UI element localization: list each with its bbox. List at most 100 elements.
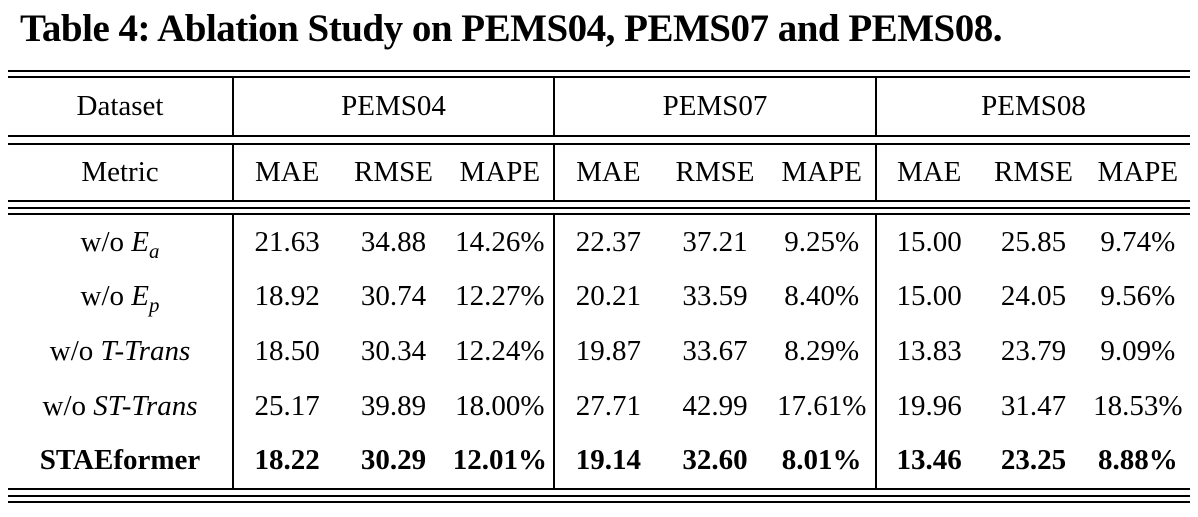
row-label-subscript: p xyxy=(149,293,160,318)
row-label-term: ST-Trans xyxy=(93,389,198,422)
row-label: w/o T-Trans xyxy=(8,324,232,379)
dataset-header-row: Dataset PEMS04 PEMS07 PEMS08 xyxy=(8,78,1190,137)
pems08-values: 13.46 23.25 8.88% xyxy=(875,433,1190,488)
mae-value: 15.00 xyxy=(896,280,962,313)
pems04-values: 18.50 30.34 12.24% xyxy=(232,324,553,379)
metric-header-row: Metric MAE RMSE MAPE MAE RMSE MAPE MAE R… xyxy=(8,145,1190,202)
rmse-value: 42.99 xyxy=(682,389,748,422)
mape-value: 8.40% xyxy=(784,280,860,313)
pems07-values: 22.37 37.21 9.25% xyxy=(553,215,875,270)
rmse-value: 23.25 xyxy=(1000,444,1067,477)
mae-value: 15.00 xyxy=(896,225,962,258)
table-row-wo-t-trans: w/o T-Trans 18.50 30.34 12.24% 19.87 33.… xyxy=(8,324,1190,379)
mae-value: 19.96 xyxy=(896,389,962,422)
row-label: STAEformer xyxy=(8,433,232,488)
row-label-prefix: w/o xyxy=(42,389,94,422)
dataset-name-pems08: PEMS08 xyxy=(875,78,1190,135)
header-divider-rule xyxy=(8,143,1190,145)
metric-name: RMSE xyxy=(354,156,433,188)
top-double-rule xyxy=(8,70,1190,78)
metric-name: MAPE xyxy=(781,156,862,188)
dataset-name-pems04: PEMS04 xyxy=(232,78,553,135)
mae-value: 21.63 xyxy=(254,225,320,258)
table-caption: Table 4: Ablation Study on PEMS04, PEMS0… xyxy=(20,7,1002,50)
mape-value: 18.00% xyxy=(455,389,545,422)
pems04-values: 18.22 30.29 12.01% xyxy=(232,433,553,488)
pems04-values: 21.63 34.88 14.26% xyxy=(232,215,553,270)
mape-value: 8.01% xyxy=(781,444,862,477)
mae-value: 22.37 xyxy=(575,225,641,258)
pems07-values: 27.71 42.99 17.61% xyxy=(553,378,875,434)
metric-names-pems07: MAE RMSE MAPE xyxy=(553,145,875,200)
table-body: w/o Ea 21.63 34.88 14.26% 22.37 37.21 9.… xyxy=(8,215,1190,490)
metric-name: RMSE xyxy=(994,156,1073,188)
rmse-value: 33.59 xyxy=(682,280,748,313)
row-label: w/o ST-Trans xyxy=(8,379,232,434)
rmse-value: 33.67 xyxy=(682,334,748,367)
row-label-subscript: a xyxy=(149,238,160,263)
mae-value: 19.14 xyxy=(575,444,641,477)
metric-header-label: Metric xyxy=(81,156,159,188)
mae-value: 13.83 xyxy=(896,334,962,367)
mape-value: 17.61% xyxy=(776,389,867,422)
metric-name: RMSE xyxy=(675,156,755,188)
metric-name: MAE xyxy=(254,156,320,188)
rmse-value: 30.34 xyxy=(360,334,427,367)
mape-value: 9.74% xyxy=(1100,225,1176,258)
row-label-term: E xyxy=(131,225,150,258)
mape-value: 9.56% xyxy=(1100,280,1176,313)
row-label-prefix: w/o xyxy=(80,280,132,313)
table-row-wo-ea: w/o Ea 21.63 34.88 14.26% 22.37 37.21 9.… xyxy=(8,215,1190,270)
pems07-values: 20.21 33.59 8.40% xyxy=(553,269,875,325)
row-label-prefix: w/o xyxy=(80,225,132,258)
rmse-value: 25.85 xyxy=(1000,225,1067,258)
metric-name: MAPE xyxy=(1097,156,1179,188)
mae-value: 20.21 xyxy=(575,280,641,313)
pems08-values: 15.00 25.85 9.74% xyxy=(875,215,1190,270)
mape-value: 12.01% xyxy=(452,444,547,477)
pems07-values: 19.14 32.60 8.01% xyxy=(553,433,875,488)
mae-value: 18.22 xyxy=(254,444,320,477)
dataset-header-label: Dataset xyxy=(76,90,164,122)
mae-value: 27.71 xyxy=(575,389,641,422)
pems07-values: 19.87 33.67 8.29% xyxy=(553,324,875,379)
rmse-value: 34.88 xyxy=(360,225,427,258)
mape-value: 18.53% xyxy=(1093,389,1183,422)
rmse-value: 30.29 xyxy=(360,444,427,477)
metric-name: MAE xyxy=(896,156,962,188)
bottom-double-rule xyxy=(8,494,1190,503)
rmse-value: 32.60 xyxy=(682,444,748,477)
mae-value: 18.92 xyxy=(254,280,320,313)
rmse-value: 23.79 xyxy=(1000,334,1067,367)
pems08-values: 19.96 31.47 18.53% xyxy=(875,378,1190,434)
mape-value: 12.27% xyxy=(455,280,545,313)
row-label: w/o Ep xyxy=(8,270,232,325)
pems08-values: 13.83 23.79 9.09% xyxy=(875,324,1190,379)
mae-value: 19.87 xyxy=(575,334,641,367)
metric-names-pems08: MAE RMSE MAPE xyxy=(875,145,1190,200)
pems04-values: 18.92 30.74 12.27% xyxy=(232,269,553,325)
table-row-staeformer: STAEformer 18.22 30.29 12.01% 19.14 32.6… xyxy=(8,433,1190,488)
metric-name: MAPE xyxy=(459,156,541,188)
rmse-value: 39.89 xyxy=(360,389,427,422)
row-label-term: STAEformer xyxy=(39,444,201,477)
row-label-term: T-Trans xyxy=(100,334,191,367)
row-label: w/o Ea xyxy=(8,215,232,270)
mape-value: 12.24% xyxy=(455,334,545,367)
table-row-wo-st-trans: w/o ST-Trans 25.17 39.89 18.00% 27.71 42… xyxy=(8,378,1190,434)
table-row-wo-ep: w/o Ep 18.92 30.74 12.27% 20.21 33.59 8.… xyxy=(8,269,1190,325)
metric-names-pems04: MAE RMSE MAPE xyxy=(232,145,553,200)
row-label-term: E xyxy=(131,280,150,313)
mae-value: 25.17 xyxy=(254,389,320,422)
metric-name: MAE xyxy=(576,156,641,188)
rmse-value: 24.05 xyxy=(1000,280,1067,313)
metric-double-rule xyxy=(8,207,1190,215)
mae-value: 13.46 xyxy=(896,444,962,477)
pems08-values: 15.00 24.05 9.56% xyxy=(875,269,1190,325)
row-label-prefix: w/o xyxy=(49,334,101,367)
mape-value: 9.25% xyxy=(784,225,860,258)
mae-value: 18.50 xyxy=(254,334,320,367)
ablation-table: Dataset PEMS04 PEMS07 PEMS08 Metric MAE … xyxy=(8,70,1190,503)
pems04-values: 25.17 39.89 18.00% xyxy=(232,378,553,434)
mape-value: 9.09% xyxy=(1100,334,1176,367)
